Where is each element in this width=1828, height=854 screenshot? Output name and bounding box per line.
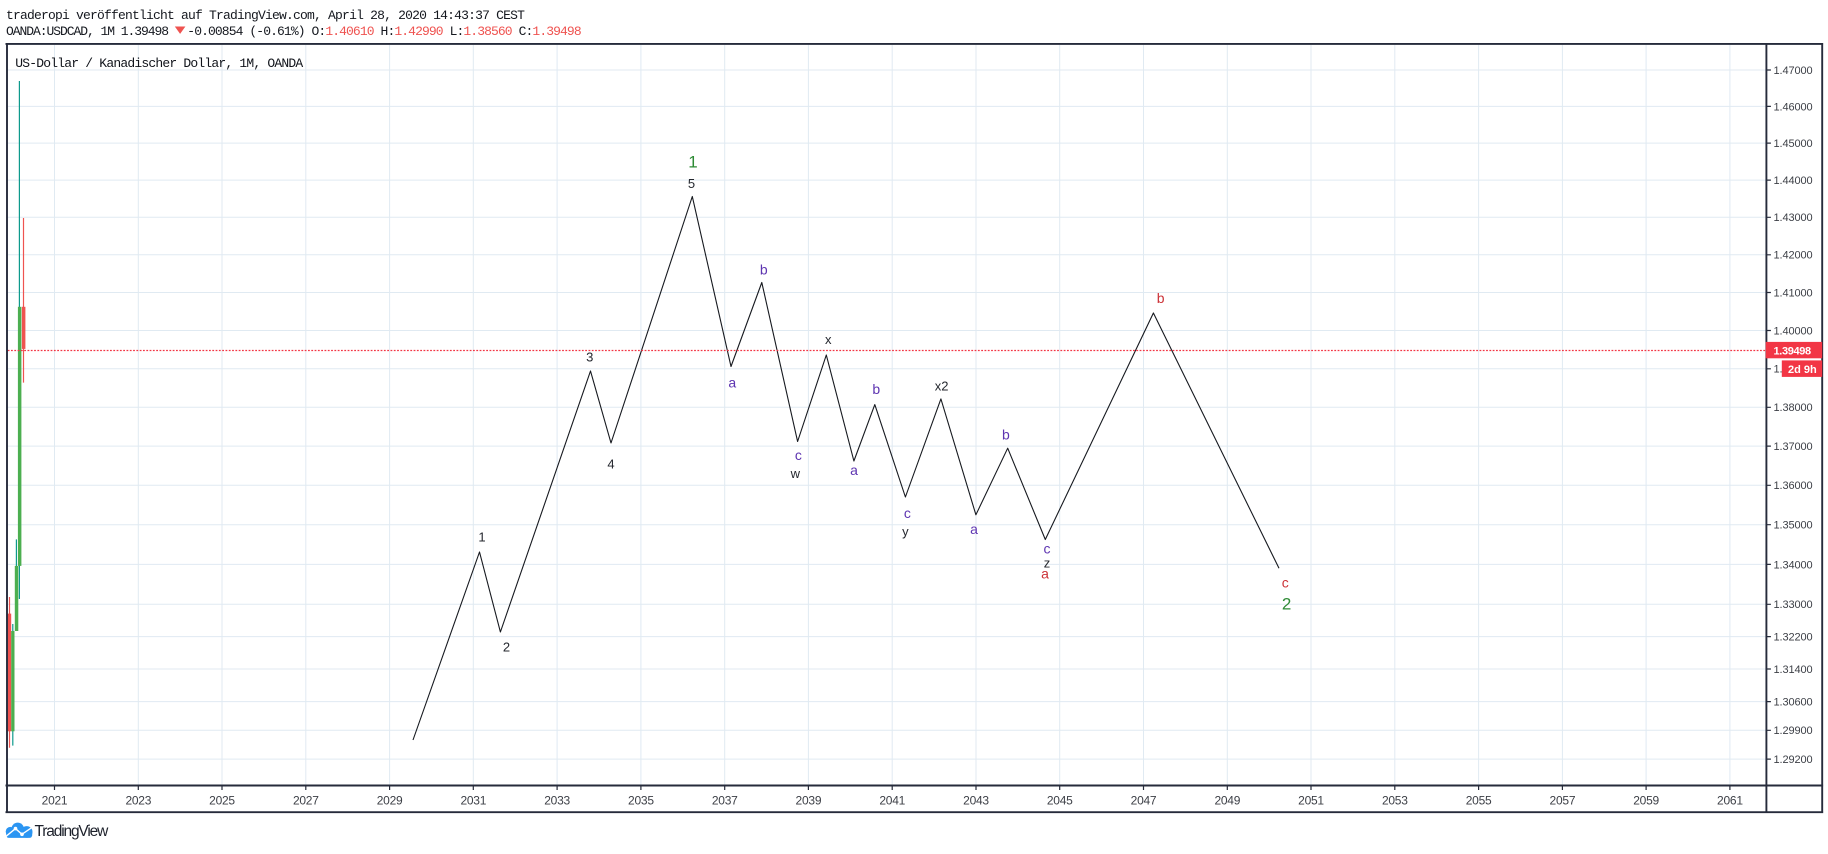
svg-text:2025: 2025	[209, 793, 235, 807]
svg-text:2055: 2055	[1466, 793, 1492, 807]
svg-text:2059: 2059	[1633, 793, 1659, 807]
svg-text:1.30600: 1.30600	[1774, 697, 1813, 709]
svg-text:2023: 2023	[125, 793, 151, 807]
svg-text:4: 4	[607, 457, 614, 472]
svg-text:a: a	[850, 462, 858, 478]
svg-text:2031: 2031	[460, 793, 486, 807]
svg-text:1.46000: 1.46000	[1774, 101, 1813, 113]
svg-text:2057: 2057	[1550, 793, 1576, 807]
svg-text:2037: 2037	[712, 793, 738, 807]
svg-text:1.47000: 1.47000	[1774, 65, 1813, 77]
svg-text:2053: 2053	[1382, 793, 1408, 807]
svg-text:2061: 2061	[1717, 793, 1743, 807]
svg-text:traderopi veröffentlicht auf T: traderopi veröffentlicht auf TradingView…	[6, 8, 525, 23]
svg-text:x2: x2	[935, 378, 949, 393]
svg-text:2: 2	[1282, 595, 1291, 614]
svg-text:1.33000: 1.33000	[1774, 599, 1813, 611]
svg-text:1.43000: 1.43000	[1774, 212, 1813, 224]
svg-text:1.35000: 1.35000	[1774, 520, 1813, 532]
svg-text:a: a	[970, 521, 978, 537]
svg-text:1.29200: 1.29200	[1774, 754, 1813, 766]
svg-text:5: 5	[688, 176, 695, 191]
svg-text:2029: 2029	[377, 793, 403, 807]
svg-text:c: c	[904, 505, 911, 521]
svg-text:x: x	[825, 332, 832, 347]
svg-text:1.41000: 1.41000	[1774, 287, 1813, 299]
svg-text:1.34000: 1.34000	[1774, 559, 1813, 571]
svg-text:y: y	[902, 524, 909, 539]
svg-text:2039: 2039	[796, 793, 822, 807]
svg-text:1.40000: 1.40000	[1774, 325, 1813, 337]
svg-text:z: z	[1044, 556, 1051, 571]
svg-text:c: c	[1282, 574, 1289, 590]
svg-text:a: a	[1041, 566, 1049, 582]
svg-text:c: c	[1044, 541, 1051, 557]
svg-text:1.38000: 1.38000	[1774, 402, 1813, 414]
svg-text:2035: 2035	[628, 793, 654, 807]
svg-text:b: b	[872, 381, 880, 397]
svg-text:2041: 2041	[879, 793, 905, 807]
svg-text:3: 3	[586, 350, 593, 365]
svg-text:2021: 2021	[42, 793, 68, 807]
svg-text:2047: 2047	[1131, 793, 1157, 807]
svg-text:2043: 2043	[963, 793, 989, 807]
svg-text:1.42000: 1.42000	[1774, 250, 1813, 262]
svg-text:2027: 2027	[293, 793, 319, 807]
svg-text:2045: 2045	[1047, 793, 1073, 807]
svg-text:a: a	[728, 374, 736, 390]
svg-text:b: b	[1157, 290, 1165, 306]
svg-text:1.36000: 1.36000	[1774, 480, 1813, 492]
svg-text:2049: 2049	[1214, 793, 1240, 807]
svg-text:1: 1	[478, 530, 485, 545]
svg-text:1.44000: 1.44000	[1774, 175, 1813, 187]
svg-text:US-Dollar / Kanadischer Dollar: US-Dollar / Kanadischer Dollar, 1M, OAND…	[15, 56, 303, 71]
svg-text:2051: 2051	[1298, 793, 1324, 807]
svg-text:1.37000: 1.37000	[1774, 441, 1813, 453]
svg-text:1.39498: 1.39498	[1774, 345, 1812, 357]
svg-text:1.29900: 1.29900	[1774, 725, 1813, 737]
svg-text:1.32200: 1.32200	[1774, 632, 1813, 644]
svg-text:1.31400: 1.31400	[1774, 664, 1813, 676]
svg-text:b: b	[1002, 426, 1010, 442]
svg-text:2d 9h: 2d 9h	[1788, 364, 1817, 376]
svg-text:OANDA:USDCAD, 1M 1.39498: OANDA:USDCAD, 1M 1.39498	[6, 24, 168, 39]
svg-text:1: 1	[688, 153, 697, 172]
svg-text:2: 2	[503, 640, 510, 655]
svg-text:1.45000: 1.45000	[1774, 138, 1813, 150]
svg-text:b: b	[760, 262, 768, 278]
svg-text:w: w	[790, 466, 801, 481]
svg-text:2033: 2033	[544, 793, 570, 807]
svg-text:c: c	[795, 447, 802, 463]
svg-text:TradingView: TradingView	[35, 823, 110, 840]
svg-text:-0.00854 (-0.61%) O:1.40610 H:: -0.00854 (-0.61%) O:1.40610 H:1.42990 L:…	[187, 24, 581, 39]
